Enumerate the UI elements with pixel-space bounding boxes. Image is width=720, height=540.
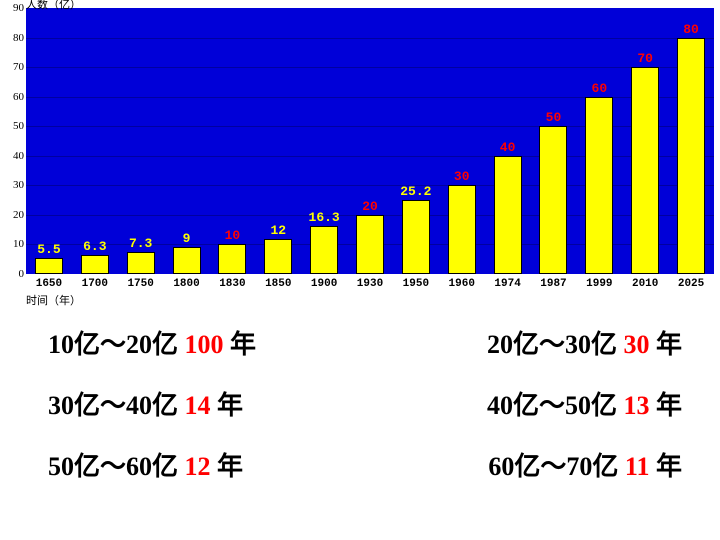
y-tick: 50: [8, 120, 24, 132]
bar-value-label: 6.3: [73, 239, 117, 254]
gridline: [26, 67, 714, 68]
bar-value-label: 40: [486, 140, 530, 155]
text-row: 10亿～20亿 100 年 20亿～30亿 30 年: [48, 324, 682, 361]
bar-value-label: 20: [348, 199, 392, 214]
bar-value-label: 30: [440, 169, 484, 184]
bar: [448, 185, 476, 274]
growth-interval: 60亿～70亿 11 年: [488, 446, 682, 483]
bar: [539, 126, 567, 274]
x-tick: 2025: [669, 278, 713, 290]
growth-interval: 10亿～20亿 100 年: [48, 324, 256, 361]
y-tick: 80: [8, 32, 24, 44]
text-row: 30亿～40亿 14 年 40亿～50亿 13 年: [48, 385, 682, 422]
x-tick: 1850: [256, 278, 300, 290]
gridline: [26, 38, 714, 39]
bar-value-label: 50: [531, 110, 575, 125]
x-axis-label: 时间（年）: [26, 292, 81, 308]
x-tick: 1830: [210, 278, 254, 290]
bar: [35, 258, 63, 274]
bar-value-label: 12: [256, 223, 300, 238]
x-tick: 1650: [27, 278, 71, 290]
growth-interval: 20亿～30亿 30 年: [487, 324, 682, 361]
x-tick: 2010: [623, 278, 667, 290]
bar-value-label: 80: [669, 22, 713, 37]
growth-interval-text: 10亿～20亿 100 年 20亿～30亿 30 年 30亿～40亿 14 年 40亿…: [0, 310, 720, 483]
growth-interval: 40亿～50亿 13 年: [487, 385, 682, 422]
bar-value-label: 7.3: [119, 236, 163, 251]
text-row: 50亿～60亿 12 年 60亿～70亿 11 年: [48, 446, 682, 483]
bar-value-label: 25.2: [394, 184, 438, 199]
x-tick: 1974: [486, 278, 530, 290]
x-tick: 1700: [73, 278, 117, 290]
growth-interval: 50亿～60亿 12 年: [48, 446, 243, 483]
y-tick: 20: [8, 209, 24, 221]
x-tick: 1900: [302, 278, 346, 290]
bar: [356, 215, 384, 274]
x-tick: 1999: [577, 278, 621, 290]
bar: [631, 67, 659, 274]
bar-value-label: 70: [623, 51, 667, 66]
bar: [127, 252, 155, 274]
bar: [264, 239, 292, 274]
bar-value-label: 9: [165, 231, 209, 246]
bar: [218, 244, 246, 274]
y-tick: 10: [8, 238, 24, 250]
x-tick: 1930: [348, 278, 392, 290]
bar: [310, 226, 338, 274]
y-tick: 0: [8, 268, 24, 280]
population-bar-chart: 人数（亿） 时间（年） 0102030405060708090 5.516506…: [0, 0, 720, 310]
y-tick: 40: [8, 150, 24, 162]
y-tick: 70: [8, 61, 24, 73]
bar: [494, 156, 522, 274]
x-tick: 1750: [119, 278, 163, 290]
y-tick: 90: [8, 2, 24, 14]
x-tick: 1800: [165, 278, 209, 290]
bar-value-label: 10: [210, 228, 254, 243]
x-tick: 1950: [394, 278, 438, 290]
bar: [173, 247, 201, 274]
y-axis-label: 人数（亿）: [26, 0, 81, 12]
y-tick: 30: [8, 179, 24, 191]
bar-value-label: 5.5: [27, 242, 71, 257]
growth-interval: 30亿～40亿 14 年: [48, 385, 243, 422]
y-tick: 60: [8, 91, 24, 103]
x-tick: 1987: [531, 278, 575, 290]
bar-value-label: 60: [577, 81, 621, 96]
x-tick: 1960: [440, 278, 484, 290]
bar: [585, 97, 613, 274]
bar-value-label: 16.3: [302, 210, 346, 225]
bar: [81, 255, 109, 274]
bar: [677, 38, 705, 274]
bar: [402, 200, 430, 274]
